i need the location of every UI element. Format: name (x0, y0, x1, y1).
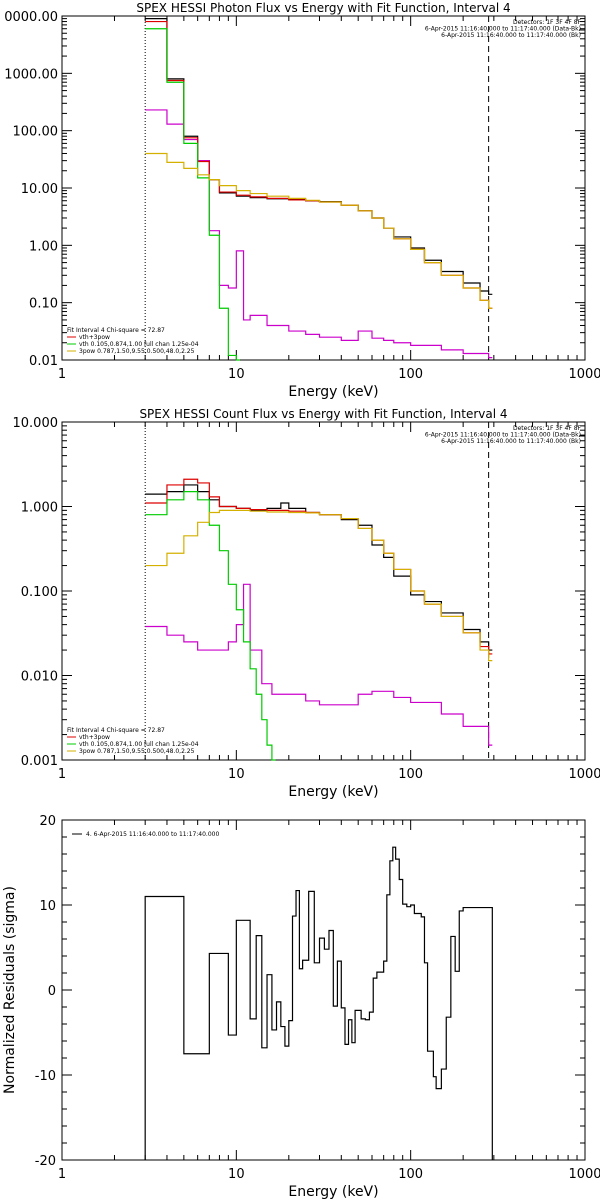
x-tick-label: 10 (228, 367, 245, 382)
y-tick-label: 10 (39, 899, 56, 914)
y-tick-label: 0.10 (29, 297, 58, 312)
y-tick-label: 1.000 (21, 501, 58, 516)
series-line-1-0 (145, 484, 493, 651)
legend-bottom-entry: vth+3pow (79, 734, 110, 741)
x-tick-label: 1000 (568, 1167, 600, 1182)
x-tick-label: 100 (398, 1167, 423, 1182)
legend-bottom-entry: Fit Interval 4 Chi-square = 72.87 (67, 327, 165, 334)
x-tick-label: 100 (398, 367, 423, 382)
series-line-1-2 (145, 478, 493, 655)
y-axis-label-2: Normalized Residuals (sigma) (2, 886, 18, 1094)
y-tick-label: 0.100 (21, 585, 58, 600)
series-line-1-1 (145, 583, 493, 746)
x-axis-label-2: Energy (keV) (288, 1184, 378, 1200)
legend-bottom-entry: vth 0.105,0.874,1.00 full chan 1.25e-04 (79, 741, 199, 748)
y-tick-label: 0000.00 (4, 10, 58, 25)
series-line-0-4 (145, 152, 493, 309)
x-tick-label: 10 (228, 767, 245, 782)
series-line-2-0 (144, 846, 493, 1160)
legend-top-entry: Detectors: 1F 3F 4F 8F (513, 425, 582, 432)
plot-frame-1 (61, 421, 586, 761)
plot-frame-2 (61, 819, 586, 1161)
legend-top-entry: 6-Apr-2015 11:16:40.000 to 11:17:40.000 … (441, 32, 581, 39)
legend-top-entry: 6-Apr-2015 11:16:40.000 to 11:17:40.000 … (425, 432, 581, 439)
chart-title-1: SPEX HESSI Count Flux vs Energy with Fit… (139, 407, 507, 421)
chart-title-0: SPEX HESSI Photon Flux vs Energy with Fi… (136, 1, 510, 15)
series-line-1-3 (145, 491, 276, 761)
y-tick-label: 10.000 (13, 416, 59, 431)
y-tick-label: 1.00 (29, 239, 58, 254)
y-tick-label: -20 (35, 1154, 56, 1169)
y-tick-label: -10 (35, 1069, 56, 1084)
x-tick-label: 1 (58, 367, 66, 382)
y-tick-label: 20 (39, 814, 56, 829)
x-tick-label: 1 (58, 767, 66, 782)
x-axis-label-1: Energy (keV) (288, 784, 378, 800)
x-tick-label: 1000 (568, 367, 600, 382)
legend-top-entry: 6-Apr-2015 11:16:40.000 to 11:17:40.000 … (425, 26, 581, 33)
x-tick-label: 10 (228, 1167, 245, 1182)
legend-bottom-entry: Fit Interval 4 Chi-square = 72.87 (67, 727, 165, 734)
legend-top-entry: Detectors: 1F 3F 4F 8F (513, 19, 582, 26)
y-tick-label: 0.01 (29, 354, 58, 369)
x-tick-label: 100 (398, 767, 423, 782)
plot-frame-0 (61, 15, 586, 361)
x-axis-label-0: Energy (keV) (288, 384, 378, 400)
y-tick-label: 1000.00 (4, 67, 58, 82)
legend-bottom-entry: 3pow 0.787,1.50,9.55,0.500,48.0,2.25 (79, 348, 195, 355)
y-tick-label: 10.00 (21, 182, 58, 197)
legend-top-entry: 6-Apr-2015 11:16:40.000 to 11:17:40.000 … (441, 438, 581, 445)
y-tick-label: 0 (48, 984, 56, 999)
legend-bottom-entry: 3pow 0.787,1.50,9.55,0.500,48.0,2.25 (79, 748, 195, 755)
x-tick-label: 1 (58, 1167, 66, 1182)
legend-entry: 4. 6-Apr-2015 11:16:40.000 to 11:17:40.0… (86, 831, 219, 838)
y-tick-label: 0.001 (21, 754, 58, 769)
y-tick-label: 100.00 (13, 125, 59, 140)
series-line-0-3 (145, 28, 241, 361)
y-tick-label: 0.010 (21, 670, 58, 685)
legend-bottom-entry: vth 0.105,0.874,1.00 full chan 1.25e-04 (79, 341, 199, 348)
series-line-1-4 (145, 509, 493, 662)
x-tick-label: 1000 (568, 767, 600, 782)
legend-bottom-entry: vth+3pow (79, 334, 110, 341)
